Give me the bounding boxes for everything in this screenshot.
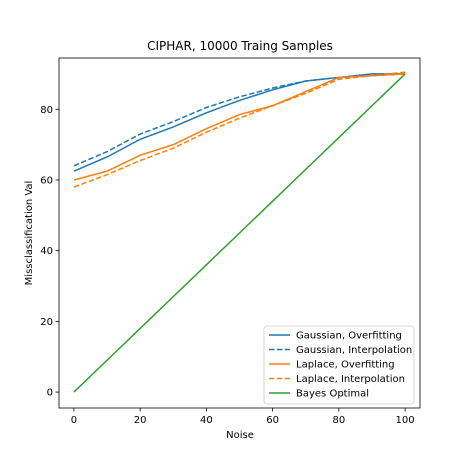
legend-label-4: Laplace, Interpolation <box>296 374 405 385</box>
legend-box <box>263 325 415 405</box>
axes: 0 20 40 60 80 100 0 20 40 60 80 <box>40 57 421 426</box>
x-tick-label: 40 <box>200 415 213 426</box>
plot-frame <box>58 57 421 409</box>
x-tick-label: 60 <box>266 415 279 426</box>
x-tick-label: 100 <box>396 415 415 426</box>
chart-title: CIPHAR, 10000 Traing Samples <box>147 39 333 53</box>
legend: Gaussian, Overfitting Gaussian, Interpola… <box>263 325 415 405</box>
x-tick-label: 20 <box>134 415 147 426</box>
y-tick-label: 80 <box>40 105 53 116</box>
legend-label-3: Laplace, Overfitting <box>296 360 395 371</box>
series-line-5 <box>73 73 406 393</box>
legend-label-2: Gaussian, Interpolation <box>296 345 412 356</box>
y-axis-label: Missclassification Val <box>24 181 35 286</box>
y-tick-label: 20 <box>40 317 53 328</box>
y-tick-label: 0 <box>47 388 53 399</box>
y-tick-label: 40 <box>40 246 53 257</box>
series-line-3 <box>73 73 406 181</box>
plot-area <box>73 71 406 393</box>
x-tick-label: 80 <box>332 415 345 426</box>
series-line-4 <box>73 71 406 188</box>
x-tick-label: 0 <box>71 415 77 426</box>
legend-label-5: Bayes Optimal <box>296 389 369 400</box>
x-axis-label: Noise <box>226 430 254 441</box>
y-tick-label: 60 <box>40 175 53 186</box>
legend-label-1: Gaussian, Overfitting <box>296 331 402 342</box>
